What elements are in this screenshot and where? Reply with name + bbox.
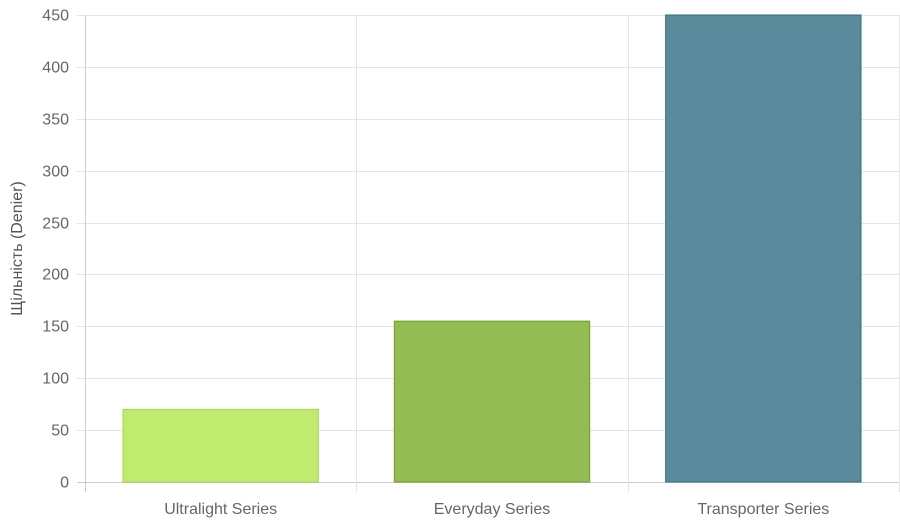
y-tick-label: 250 xyxy=(42,216,69,233)
bars xyxy=(122,14,862,483)
y-tick-label: 50 xyxy=(51,423,69,440)
y-tick-label: 350 xyxy=(42,112,69,129)
x-tick-label: Transporter Series xyxy=(697,501,829,518)
bar-transporter-series xyxy=(665,14,862,483)
axes: 0 50 100 150 200 250 300 350 400 450 Ultralight Se… xyxy=(42,8,829,519)
y-tick-label: 450 xyxy=(42,8,69,25)
y-tick-label: 150 xyxy=(42,319,69,336)
y-tick-label: 200 xyxy=(42,267,69,284)
y-tick-label: 0 xyxy=(60,475,69,492)
y-tick-label: 300 xyxy=(42,164,69,181)
x-tick-label: Ultralight Series xyxy=(164,501,277,518)
x-tick-label: Everyday Series xyxy=(434,501,551,518)
y-tick-label: 100 xyxy=(42,371,69,388)
y-tick-label: 400 xyxy=(42,60,69,77)
bar-ultralight-series xyxy=(122,408,319,483)
y-axis-title: Щільність (Denier) xyxy=(9,181,26,316)
bar-everyday-series xyxy=(393,320,591,483)
